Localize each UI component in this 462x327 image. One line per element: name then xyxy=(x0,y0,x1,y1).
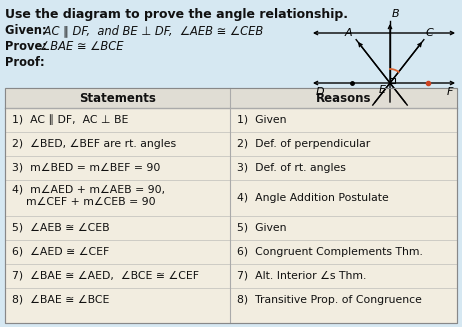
Text: 4)  Angle Addition Postulate: 4) Angle Addition Postulate xyxy=(237,193,389,203)
Bar xyxy=(5,88,457,323)
Text: ∠BAE ≅ ∠BCE: ∠BAE ≅ ∠BCE xyxy=(40,40,123,53)
Text: F: F xyxy=(447,87,453,97)
Text: 8)  ∠BAE ≅ ∠BCE: 8) ∠BAE ≅ ∠BCE xyxy=(12,295,109,305)
Text: 3)  Def. of rt. angles: 3) Def. of rt. angles xyxy=(237,163,346,173)
Text: 4)  m∠AED + m∠AEB = 90,: 4) m∠AED + m∠AEB = 90, xyxy=(12,184,165,194)
Text: 7)  Alt. Interior ∠s Thm.: 7) Alt. Interior ∠s Thm. xyxy=(237,271,366,281)
Text: 7)  ∠BAE ≅ ∠AED,  ∠BCE ≅ ∠CEF: 7) ∠BAE ≅ ∠AED, ∠BCE ≅ ∠CEF xyxy=(12,271,199,281)
Text: Proof:: Proof: xyxy=(5,56,45,69)
Text: 8)  Transitive Prop. of Congruence: 8) Transitive Prop. of Congruence xyxy=(237,295,422,305)
Text: 1)  Given: 1) Given xyxy=(237,115,286,125)
Text: AC ∥ DF,  and BE ⊥ DF,  ∠AEB ≅ ∠CEB: AC ∥ DF, and BE ⊥ DF, ∠AEB ≅ ∠CEB xyxy=(40,24,263,37)
Text: 3)  m∠BED = m∠BEF = 90: 3) m∠BED = m∠BEF = 90 xyxy=(12,163,160,173)
Text: A: A xyxy=(345,28,352,38)
Text: 2)  ∠BED, ∠BEF are rt. angles: 2) ∠BED, ∠BEF are rt. angles xyxy=(12,139,176,149)
Text: Use the diagram to prove the angle relationship.: Use the diagram to prove the angle relat… xyxy=(5,8,348,21)
Text: 5)  ∠AEB ≅ ∠CEB: 5) ∠AEB ≅ ∠CEB xyxy=(12,223,109,233)
Text: B: B xyxy=(392,9,400,19)
Text: Reasons: Reasons xyxy=(316,92,371,105)
Text: Given:: Given: xyxy=(5,24,51,37)
Text: 2)  Def. of perpendicular: 2) Def. of perpendicular xyxy=(237,139,370,149)
Bar xyxy=(5,88,457,108)
Bar xyxy=(390,78,395,83)
Text: 1)  AC ∥ DF,  AC ⊥ BE: 1) AC ∥ DF, AC ⊥ BE xyxy=(12,114,128,126)
Text: E: E xyxy=(379,85,386,95)
Text: C: C xyxy=(426,28,434,38)
Text: 5)  Given: 5) Given xyxy=(237,223,286,233)
Text: m∠CEF + m∠CEB = 90: m∠CEF + m∠CEB = 90 xyxy=(12,197,156,207)
Text: D: D xyxy=(316,87,324,97)
Text: 6)  ∠AED ≅ ∠CEF: 6) ∠AED ≅ ∠CEF xyxy=(12,247,109,257)
Text: Statements: Statements xyxy=(79,92,156,105)
Text: 6)  Congruent Complements Thm.: 6) Congruent Complements Thm. xyxy=(237,247,423,257)
Bar xyxy=(5,88,457,323)
Text: Prove:: Prove: xyxy=(5,40,51,53)
